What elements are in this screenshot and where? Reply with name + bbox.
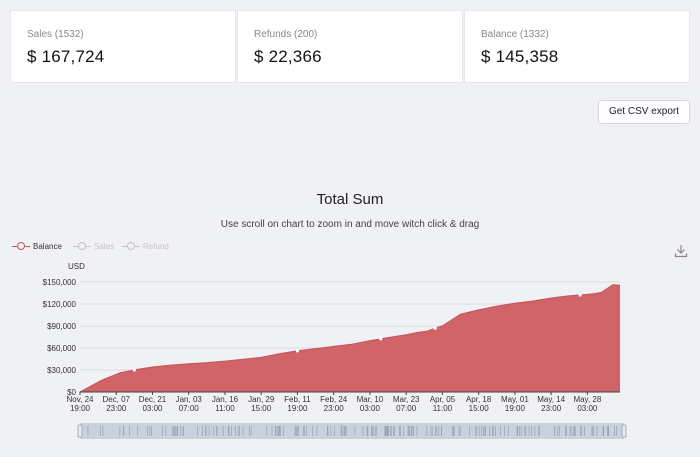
x-tick-date: Jan, 16 xyxy=(212,395,239,404)
legend-label-balance: Balance xyxy=(33,241,62,251)
x-tick-time: 03:00 xyxy=(577,404,598,413)
navigator-track xyxy=(80,423,624,439)
chart-subtitle: Use scroll on chart to zoom in and move … xyxy=(220,219,480,230)
refunds-value: $ 22,366 xyxy=(254,47,322,66)
balance-point xyxy=(132,368,136,372)
x-tick-time: 11:00 xyxy=(433,404,453,413)
balance-label: Balance (1332) xyxy=(481,29,549,40)
x-tick-time: 23:00 xyxy=(106,404,127,413)
x-tick-date: Dec, 21 xyxy=(139,395,167,404)
balance-area xyxy=(80,284,620,392)
x-tick-time: 19:00 xyxy=(70,404,91,413)
x-tick-time: 07:00 xyxy=(179,404,200,413)
legend-item-sales[interactable]: Sales xyxy=(73,241,114,251)
refunds-label: Refunds (200) xyxy=(254,29,318,40)
x-tick-date: Feb, 11 xyxy=(284,395,311,404)
x-tick-time: 19:00 xyxy=(287,404,308,413)
legend-label-sales: Sales xyxy=(94,241,115,251)
sales-value: $ 167,724 xyxy=(27,47,105,66)
y-axis-ticks: $0 $30,000 $60,000 $90,000 $120,000 $150,000 xyxy=(43,278,77,397)
x-tick-date: Apr, 05 xyxy=(430,395,456,404)
x-tick-time: 03:00 xyxy=(142,404,163,413)
sales-card: Sales (1532) $ 167,724 xyxy=(10,10,236,83)
x-tick-date: Jan, 29 xyxy=(248,395,275,404)
balance-point xyxy=(379,337,383,341)
legend-item-balance[interactable]: Balance xyxy=(12,241,62,251)
balance-point xyxy=(295,349,300,353)
legend-marker-balance xyxy=(12,241,30,251)
x-tick-date: May, 28 xyxy=(573,395,601,404)
x-tick-time: 11:00 xyxy=(215,404,235,413)
y-tick-label: $0 xyxy=(67,388,76,397)
balance-line xyxy=(79,284,621,393)
zoom-navigator[interactable] xyxy=(77,423,627,439)
x-tick-date: May, 01 xyxy=(501,395,529,404)
balance-chart[interactable]: $0$30,000$60,000$90,000$120,000$150,000 … xyxy=(0,270,700,457)
csv-export-button[interactable]: Get CSV export xyxy=(597,100,690,124)
x-tick-time: 19:00 xyxy=(505,404,526,413)
balance-markers xyxy=(132,293,582,372)
refunds-card: Refunds (200) $ 22,366 xyxy=(237,10,463,83)
x-tick-date: Feb, 24 xyxy=(320,395,348,404)
download-icon[interactable] xyxy=(674,244,688,258)
balance-point xyxy=(433,326,437,330)
x-tick-date: Mar, 10 xyxy=(357,395,384,404)
x-tick-date: Mar, 23 xyxy=(393,395,420,404)
sales-label: Sales (1532) xyxy=(27,29,84,40)
y-tick-label: $60,000 xyxy=(47,344,76,353)
x-tick-time: 15:00 xyxy=(469,404,490,413)
x-tick-time: 07:00 xyxy=(396,404,417,413)
x-tick-date: Nov, 24 xyxy=(67,395,95,404)
balance-point xyxy=(578,293,582,297)
legend-label-refund: Refund xyxy=(143,241,169,251)
balance-value: $ 145,358 xyxy=(481,47,559,66)
legend-marker-sales xyxy=(73,241,91,251)
legend-item-refund[interactable]: Refund xyxy=(122,241,169,251)
chart-title: Total Sum xyxy=(316,191,384,208)
x-tick-date: Dec, 07 xyxy=(102,395,130,404)
x-tick-date: Jan, 03 xyxy=(176,395,203,404)
y-axis-unit: USD xyxy=(68,262,85,271)
navigator-handle-right[interactable] xyxy=(621,424,627,438)
x-tick-time: 23:00 xyxy=(324,404,345,413)
navigator-handle-left[interactable] xyxy=(77,424,83,438)
x-tick-time: 15:00 xyxy=(251,404,272,413)
y-tick-label: $90,000 xyxy=(47,322,76,331)
x-tick-time: 03:00 xyxy=(360,404,381,413)
x-tick-time: 23:00 xyxy=(541,404,562,413)
y-tick-label: $150,000 xyxy=(43,278,77,287)
balance-card: Balance (1332) $ 145,358 xyxy=(464,10,690,83)
legend-marker-refund xyxy=(122,241,140,251)
x-tick-date: May, 14 xyxy=(537,395,565,404)
y-tick-label: $30,000 xyxy=(47,366,76,375)
y-tick-label: $120,000 xyxy=(43,300,77,309)
x-tick-date: Apr, 18 xyxy=(466,395,492,404)
